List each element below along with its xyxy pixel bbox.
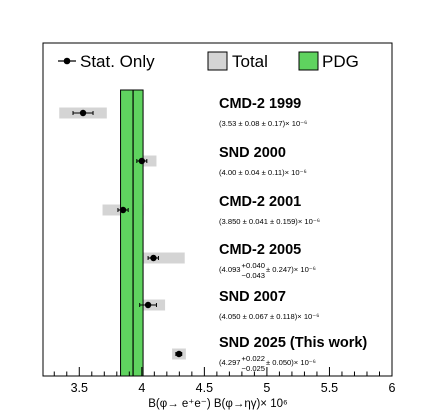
measurement-value: (4.00 ± 0.04 ± 0.11)× 10⁻⁶ [219,168,307,177]
x-tick-label: 4.5 [196,381,213,395]
measurement-value: (4.093 [219,265,241,274]
measurement-value-stat-up: +0.022 [242,354,265,363]
measurement-value-rest: ± 0.247)× 10⁻⁶ [266,265,316,274]
measurement-value-rest: ± 0.050)× 10⁻⁶ [266,358,316,367]
measurement-point [138,157,146,165]
measurement-name: SND 2000 [219,145,286,161]
measurement-name: CMD-2 2001 [219,194,301,210]
measurement-name: CMD-2 2005 [219,242,301,258]
measurement-value-stat-up: +0.040 [242,261,265,270]
measurement-point [175,350,183,358]
pdg-band [120,89,144,377]
x-tick-label: 4 [138,381,145,395]
plot-frame [42,42,393,377]
legend-label-total: Total [232,52,268,71]
legend-total-box [207,51,228,71]
measurement-value-stat-down: −0.043 [242,271,265,280]
measurement-point [144,301,152,309]
measurement-name: SND 2007 [219,289,286,305]
measurement-value: (3.53 ± 0.08 ± 0.17)× 10⁻⁶ [219,119,307,128]
x-tick-label: 3.5 [71,381,88,395]
x-tick-label: 6 [389,381,396,395]
measurement-name: SND 2025 (This work) [219,335,367,351]
measurement-point [79,109,87,117]
legend-label-stat: Stat. Only [80,52,155,71]
measurement-name: CMD-2 1999 [219,96,301,112]
measurement-point [150,254,157,262]
measurement-value-stat-down: −0.025 [242,364,265,373]
legend-pdg-box [298,51,319,71]
legend-stat-point [63,57,71,65]
x-axis-label: B(φ→ e⁺e⁻) B(φ→ηγ)× 10⁶ [148,398,288,410]
x-tick-label: 5.5 [321,381,338,395]
measurement-point [119,206,127,214]
legend: Stat. Only Total PDG [58,51,359,71]
measurement-value: (3.850 ± 0.041 ± 0.159)× 10⁻⁶ [219,217,320,226]
measurement-value: (4.297 [219,358,241,367]
legend-label-pdg: PDG [322,52,359,71]
measurement-value: (4.050 ± 0.067 ± 0.118)× 10⁻⁶ [219,312,319,321]
x-tick-label: 5 [263,381,270,395]
